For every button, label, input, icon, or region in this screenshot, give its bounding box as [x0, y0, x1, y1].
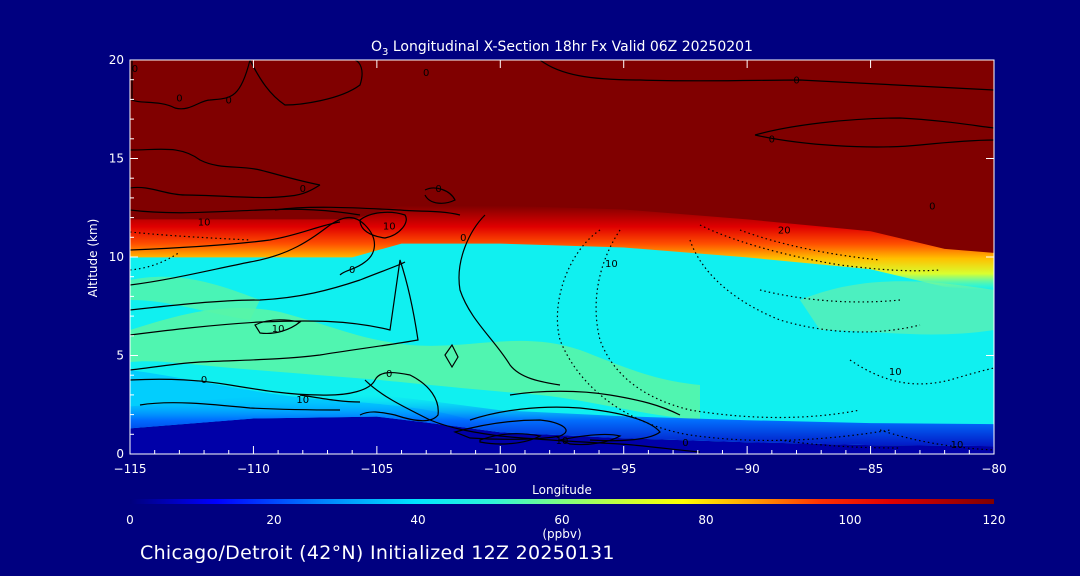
x-tick-label: −95 — [611, 462, 636, 476]
y-axis-label: Altitude (km) — [86, 219, 100, 298]
contour-line — [130, 261, 406, 311]
contour-line — [274, 206, 461, 216]
contour-line — [539, 60, 994, 91]
colorbar-tick-label: 100 — [839, 513, 862, 527]
surface-gradient — [130, 394, 994, 447]
caption: Chicago/Detroit (42°N) Initialized 12Z 2… — [140, 542, 615, 564]
chart-title: O3 Longitudinal X-Section 18hr Fx Valid … — [371, 39, 753, 58]
colorbar-tick-label: 120 — [983, 513, 1006, 527]
contour-label: 0 — [435, 184, 441, 195]
contour-line — [130, 208, 361, 216]
colorbar-tick-label: 60 — [554, 513, 569, 527]
contour-line — [595, 229, 861, 419]
y-tick-label: 0 — [116, 447, 124, 461]
right-green-band — [800, 281, 994, 335]
contour-line — [130, 251, 181, 271]
contour-line — [130, 372, 439, 422]
contour-line — [458, 214, 561, 386]
contour-label: 0 — [682, 438, 688, 449]
contour-line — [359, 211, 407, 239]
contour-line — [879, 429, 994, 451]
contour-line — [139, 402, 341, 411]
contour-label: 0 — [300, 184, 306, 195]
contour-line — [469, 406, 661, 442]
contour-line — [130, 216, 375, 286]
x-tick-label: −110 — [237, 462, 270, 476]
contour-line — [754, 117, 994, 148]
contour-label: 0 — [226, 95, 232, 106]
contour-line — [249, 60, 363, 106]
stratosphere-region — [130, 60, 994, 265]
y-tick-label: 10 — [109, 250, 124, 264]
contour-line — [424, 187, 456, 204]
colorbar-ticks: 0 20 40 60 80 100 120 — [126, 513, 1005, 527]
contour-line — [444, 343, 459, 369]
contour-line — [699, 224, 941, 272]
contour-line — [509, 390, 681, 416]
y-tick-label: 20 — [109, 53, 124, 67]
colorbar-tick-label: 0 — [126, 513, 134, 527]
contour-labels: 0 0 0 0 0 0 0 0 0 10 10 0 0 20 10 10 0 0 10 10 0 10 10 — [132, 64, 964, 451]
contour-label: 0 — [132, 64, 138, 75]
dotted-contours — [130, 224, 994, 451]
y-tick-label: 15 — [109, 152, 124, 166]
contour-line — [849, 359, 994, 385]
x-axis: −115 −110 −105 −100 −95 −90 −85 −80 — [114, 60, 1007, 476]
colorbar-tick-label: 20 — [266, 513, 281, 527]
colorbar-tick-label: 80 — [698, 513, 713, 527]
contour-label: 0 — [176, 93, 182, 104]
x-axis-label: Longitude — [532, 483, 592, 497]
contour-label: 10 — [951, 440, 964, 451]
contour-label: 0 — [423, 68, 429, 79]
contour-line — [689, 239, 921, 333]
x-tick-label: −90 — [734, 462, 759, 476]
contour-label: 10 — [296, 395, 309, 406]
contour-line — [364, 379, 701, 453]
contour-label: 10 — [383, 221, 396, 232]
colorbar-tick-label: 40 — [410, 513, 425, 527]
colorbar — [130, 499, 994, 504]
contour-label: 10 — [556, 436, 569, 447]
x-tick-label: −100 — [484, 462, 517, 476]
contour-line — [130, 184, 321, 199]
x-tick-label: −105 — [360, 462, 393, 476]
y-axis: 0 5 10 15 20 — [109, 53, 994, 461]
colorbar-unit-label: (ppbv) — [542, 527, 581, 541]
contour-line — [479, 433, 542, 445]
contour-label: 10 — [272, 324, 285, 335]
contour-label: 10 — [198, 218, 211, 229]
plot-area: 0 0 0 0 0 0 0 0 0 10 10 0 0 20 10 10 0 0 10 10 0 10 10 — [130, 60, 994, 454]
contour-label: 0 — [201, 375, 207, 386]
green-band — [130, 308, 700, 420]
contour-label: 0 — [349, 265, 355, 276]
contour-line — [759, 289, 901, 303]
contour-label: 0 — [793, 76, 799, 87]
x-tick-label: −115 — [114, 462, 147, 476]
upper-green-band — [130, 276, 260, 320]
contour-label: 0 — [929, 202, 935, 213]
contour-label: 0 — [769, 135, 775, 146]
contour-label: 0 — [386, 369, 392, 380]
x-tick-label: −85 — [858, 462, 883, 476]
contour-line — [299, 394, 361, 403]
tropopause-band — [130, 205, 994, 291]
contour-line — [131, 60, 251, 110]
contour-line — [453, 419, 567, 440]
contour-label: 20 — [778, 225, 791, 236]
contour-label: 10 — [605, 259, 618, 270]
contour-line — [130, 148, 321, 186]
contour-line — [739, 229, 881, 261]
y-tick-label: 5 — [116, 349, 124, 363]
contour-label: 0 — [460, 233, 466, 244]
x-tick-label: −80 — [981, 462, 1006, 476]
contour-label: 10 — [889, 367, 902, 378]
contour-line — [557, 433, 622, 446]
contour-line — [130, 221, 341, 251]
contour-line — [130, 259, 419, 371]
contour-lines — [130, 60, 994, 453]
contour-line — [556, 229, 891, 442]
contour-line — [254, 319, 302, 335]
